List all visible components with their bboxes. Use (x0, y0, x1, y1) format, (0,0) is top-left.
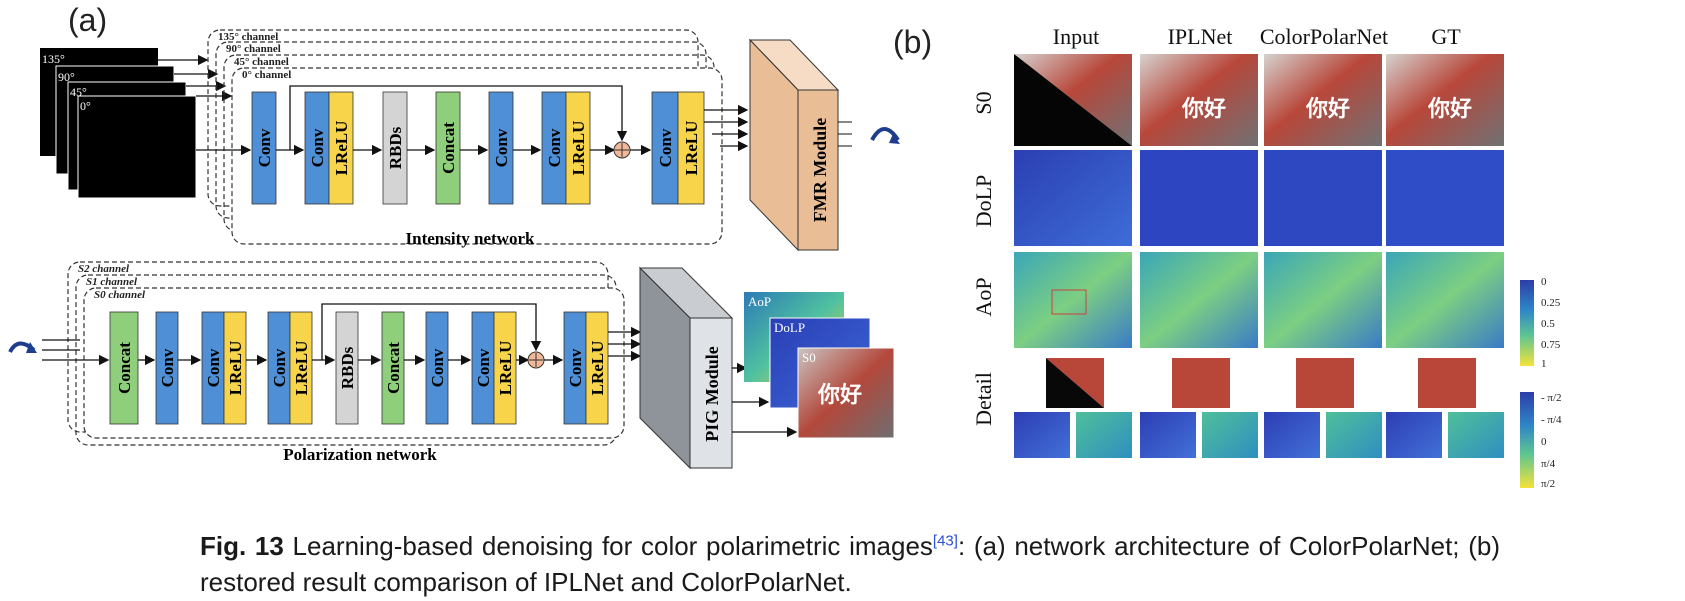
p-channel-label-0: S0 channel (94, 289, 146, 301)
channel-label-135: 135° channel (218, 31, 278, 43)
comparison-grid: 你好 你好 你好 (1014, 54, 1504, 458)
p-block-4b: LReLU (292, 341, 311, 396)
panel-a-label: (a) (68, 2, 108, 38)
p-block-1: Concat (115, 342, 134, 394)
intensity-title: Intensity network (406, 229, 535, 248)
polarization-blocks: Concat Conv Conv LReLU Conv LReLU RBDs C… (109, 303, 609, 425)
svg-text:你好: 你好 (817, 382, 862, 407)
pig-module: PIG Module (638, 266, 734, 470)
col-input: Input (1052, 24, 1100, 49)
p-block-4a: Conv (270, 348, 289, 387)
figure-caption: Fig. 13 Learning-based denoising for col… (200, 528, 1500, 600)
polarization-title: Polarization network (283, 445, 437, 464)
cb2-tick-4: π/2 (1541, 478, 1556, 490)
channel-label-90: 90° channel (226, 43, 281, 55)
panel-b-label: (b) (893, 24, 933, 60)
out-aop: AoP (748, 294, 771, 309)
i-block-2b: LReLU (332, 121, 351, 176)
architecture-diagram: 135° 90° 45° 0° 135° channel 90° channel… (8, 29, 900, 470)
p-channel-label-2: S2 channel (78, 263, 130, 275)
i-block-2a: Conv (308, 128, 327, 167)
col-iplnet: IPLNet (1167, 24, 1233, 49)
row-detail: Detail (971, 372, 996, 426)
fmr-module: FMR Module (748, 38, 840, 252)
cb2-tick-1: - π/4 (1541, 414, 1562, 426)
cb2-tick-2: 0 (1541, 436, 1547, 448)
cb1-tick-3: 0.75 (1541, 339, 1561, 351)
p-block-5: RBDs (338, 346, 357, 389)
caption-text-2: : (a) network architecture of ColorPolar… (200, 531, 1500, 597)
i-block-4: Concat (439, 122, 458, 174)
svg-text:你好: 你好 (1427, 96, 1472, 121)
p-block-6: Concat (384, 342, 403, 394)
cb1-tick-0: 0 (1541, 276, 1547, 288)
input-0: 0° (80, 99, 91, 113)
caption-text-1: Learning-based denoising for color polar… (283, 531, 933, 561)
out-dolp: DoLP (774, 320, 805, 335)
p-block-3a: Conv (204, 348, 223, 387)
p-channel-label-1: S1 channel (86, 276, 138, 288)
cb1-tick-1: 0.25 (1541, 297, 1561, 309)
i-block-6a: Conv (545, 128, 564, 167)
p-block-9b: LReLU (588, 341, 607, 396)
colorbar-aop (1520, 392, 1534, 488)
output-images: AoP DoLP S0 你好 (744, 292, 895, 439)
out-s0: S0 (802, 350, 816, 365)
input-135: 135° (42, 52, 65, 66)
cb2-tick-3: π/4 (1541, 458, 1556, 470)
pig-label: PIG Module (702, 346, 722, 442)
intensity-channel-frames (207, 29, 723, 245)
caption-fig-number: Fig. 13 (200, 531, 284, 561)
col-gt: GT (1431, 24, 1461, 49)
curved-arrow-right (870, 127, 900, 142)
channel-label-0: 0° channel (242, 69, 291, 81)
i-block-1: Conv (255, 128, 274, 167)
channel-label-45: 45° channel (234, 56, 289, 68)
cb1-tick-4: 1 (1541, 358, 1547, 370)
i-block-3: RBDs (386, 126, 405, 169)
i-block-7b: LReLU (682, 121, 701, 176)
p-block-8a: Conv (474, 348, 493, 387)
p-block-8b: LReLU (496, 341, 515, 396)
fmr-label: FMR Module (810, 118, 830, 222)
cb1-tick-2: 0.5 (1541, 318, 1555, 330)
p-block-2: Conv (158, 348, 177, 387)
input-90: 90° (58, 70, 75, 84)
i-block-7a: Conv (656, 128, 675, 167)
i-block-5: Conv (492, 128, 511, 167)
p-block-7: Conv (428, 348, 447, 387)
p-block-9a: Conv (566, 348, 585, 387)
intensity-blocks: Conv Conv LReLU RBDs Concat Conv Conv LR… (251, 85, 705, 205)
caption-reference[interactable]: [43] (932, 532, 958, 550)
colorbar-dolp (1520, 280, 1534, 366)
cb2-tick-0: - π/2 (1541, 392, 1562, 404)
input-45: 45° (70, 85, 87, 99)
input-image-stack: 135° 90° 45° 0° (40, 48, 197, 199)
col-colorpolarnet: ColorPolarNet (1259, 24, 1389, 49)
svg-text:你好: 你好 (1181, 96, 1226, 121)
p-block-3b: LReLU (226, 341, 245, 396)
svg-text:你好: 你好 (1305, 96, 1350, 121)
i-block-6b: LReLU (569, 121, 588, 176)
